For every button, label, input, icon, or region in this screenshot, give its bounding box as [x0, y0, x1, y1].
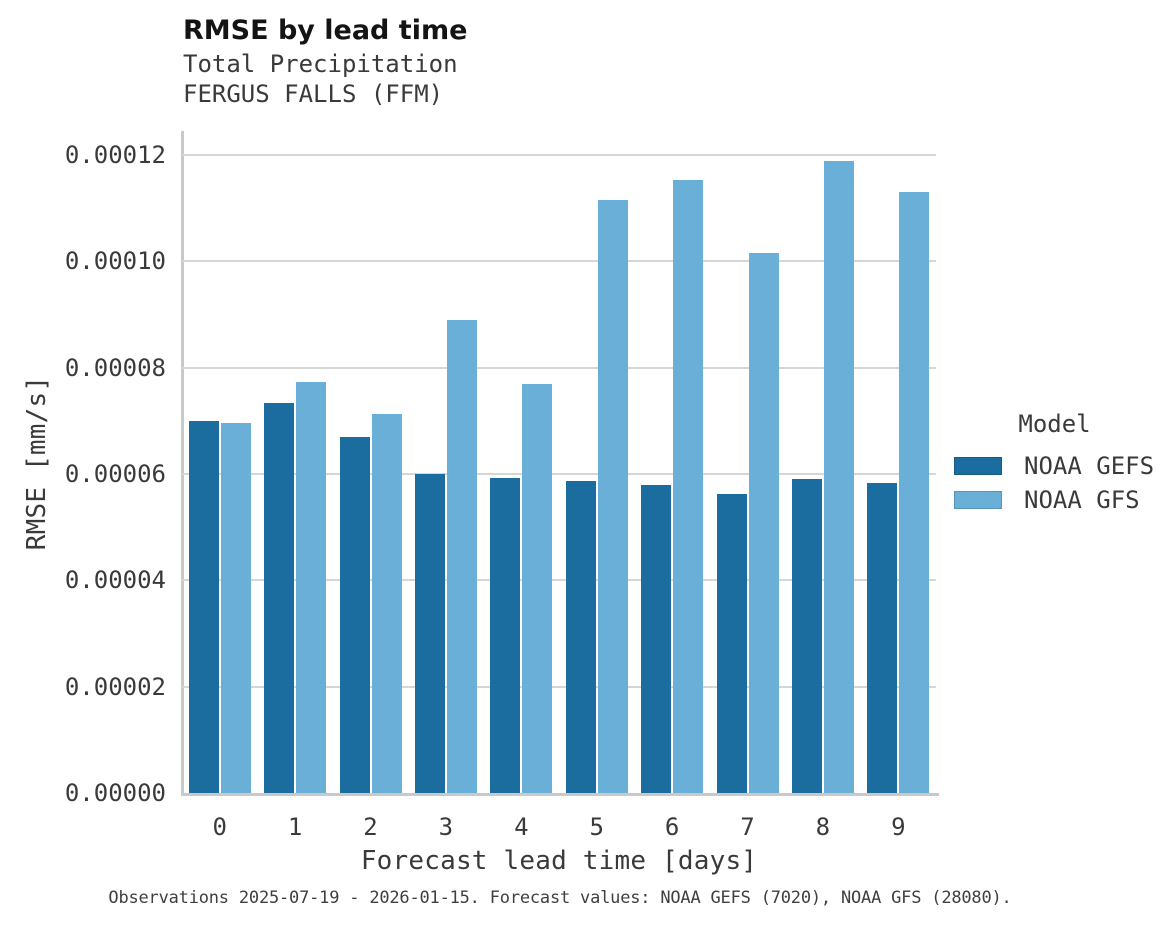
x-tick-label: 8 — [815, 813, 831, 841]
y-tick-label: 0.00010 — [64, 247, 166, 276]
bar-noaa-gefs-day-1 — [264, 403, 295, 793]
gridline — [182, 685, 936, 688]
y-tick-label: 0.00000 — [64, 779, 166, 807]
x-axis-label: Forecast lead time [days] — [360, 846, 758, 876]
x-tick-label: 9 — [891, 813, 906, 841]
x-tick-label: 3 — [438, 813, 454, 841]
x-tick-label: 5 — [589, 813, 604, 841]
x-tick-label: 2 — [363, 813, 378, 841]
y-tick-label: 0.00004 — [64, 566, 166, 595]
bar-noaa-gefs-day-0 — [188, 421, 219, 793]
x-tick-label: 7 — [740, 813, 755, 841]
gridline — [182, 154, 936, 156]
bar-noaa-gfs-day-4 — [522, 384, 553, 793]
x-tick-label: 6 — [664, 813, 680, 841]
gridline — [182, 579, 936, 582]
x-tick-label: 0 — [212, 813, 227, 841]
bar-noaa-gfs-day-1 — [296, 382, 327, 793]
y-axis-spine — [181, 131, 184, 796]
chart-subtitle-station: FERGUS FALLS (FFM) — [183, 80, 444, 108]
bar-noaa-gefs-day-5 — [565, 481, 596, 793]
caption-observations: Observations 2025-07-19 - 2026-01-15. Fo… — [108, 888, 1012, 908]
bar-noaa-gfs-day-9 — [899, 192, 930, 793]
y-tick-label: 0.00008 — [64, 353, 166, 382]
x-tick-label: 1 — [287, 813, 303, 841]
y-tick-label: 0.00002 — [64, 672, 166, 701]
bar-noaa-gfs-day-2 — [371, 414, 402, 793]
bar-noaa-gefs-day-9 — [867, 483, 898, 793]
bar-noaa-gefs-day-7 — [716, 494, 747, 793]
gridline — [182, 260, 936, 263]
legend-title: Model — [1018, 410, 1091, 438]
gridline — [182, 366, 936, 369]
gridline — [182, 473, 936, 475]
chart-subtitle-variable: Total Precipitation — [183, 50, 458, 78]
bar-noaa-gfs-day-5 — [597, 200, 628, 793]
x-axis-spine — [181, 793, 939, 796]
legend-swatch-noaa-gfs — [954, 491, 1002, 509]
legend-swatch-noaa-gefs — [954, 457, 1002, 475]
legend-label-noaa-gfs: NOAA GFS — [1024, 486, 1140, 514]
x-tick-label: 4 — [514, 813, 529, 841]
bar-noaa-gefs-day-8 — [791, 479, 822, 793]
bar-noaa-gfs-day-3 — [446, 320, 477, 793]
bar-noaa-gfs-day-0 — [220, 423, 251, 793]
y-axis-label: RMSE [mm/s] — [22, 375, 52, 551]
bar-noaa-gfs-day-6 — [673, 180, 704, 793]
bar-noaa-gfs-day-8 — [823, 161, 854, 793]
y-tick-label: 0.00006 — [64, 460, 166, 488]
bar-noaa-gefs-day-6 — [641, 485, 672, 793]
bar-noaa-gefs-day-2 — [339, 437, 370, 793]
y-tick-label: 0.00012 — [64, 141, 166, 169]
chart-title: RMSE by lead time — [183, 15, 468, 46]
bar-noaa-gfs-day-7 — [748, 253, 779, 793]
legend-label-noaa-gefs: NOAA GEFS — [1024, 452, 1155, 480]
bar-noaa-gefs-day-3 — [414, 474, 445, 793]
bar-noaa-gefs-day-4 — [490, 478, 521, 793]
